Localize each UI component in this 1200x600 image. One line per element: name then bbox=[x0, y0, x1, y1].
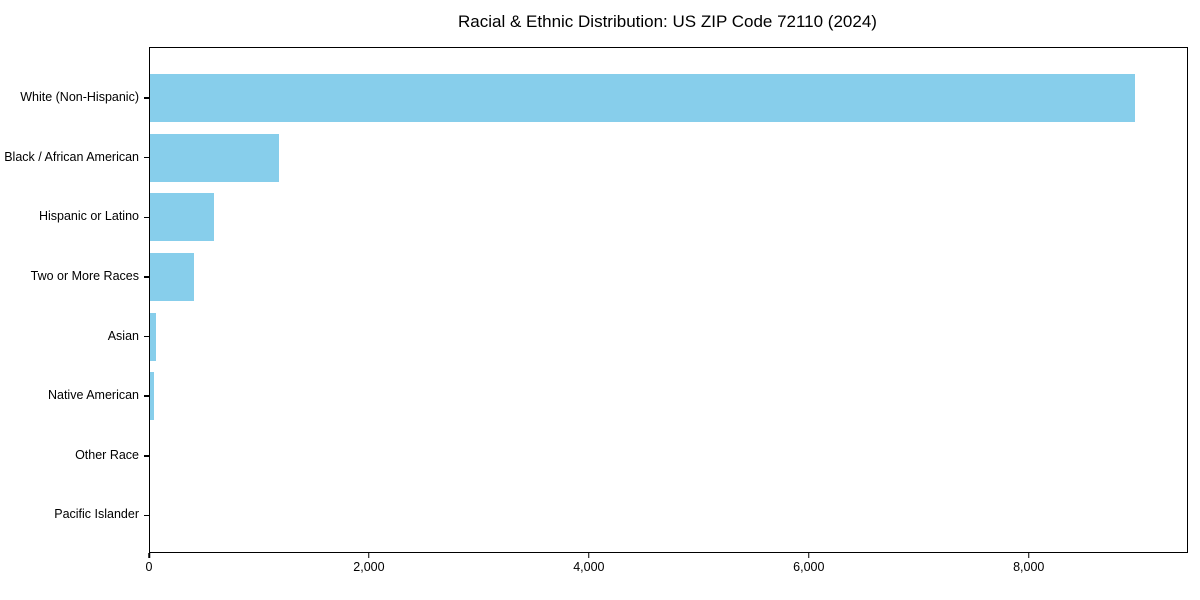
y-tick-mark bbox=[143, 276, 149, 278]
x-tick-mark bbox=[368, 552, 370, 558]
x-tick-mark bbox=[588, 552, 590, 558]
bar bbox=[150, 252, 194, 301]
x-tick-label: 8,000 bbox=[1013, 560, 1045, 574]
y-tick-mark bbox=[143, 395, 149, 397]
bar bbox=[150, 372, 155, 421]
x-tick-mark bbox=[148, 552, 150, 558]
bar bbox=[150, 74, 1136, 122]
y-axis-label: Native American bbox=[47, 388, 139, 403]
chart-title: Racial & Ethnic Distribution: US ZIP Cod… bbox=[458, 12, 877, 31]
x-tick-mark bbox=[808, 552, 810, 558]
y-axis-label: Pacific Islander bbox=[54, 507, 139, 522]
bar bbox=[150, 193, 214, 242]
y-tick-mark bbox=[143, 156, 149, 159]
x-tick-label: 2,000 bbox=[353, 560, 385, 574]
x-tick-label: 0 bbox=[145, 560, 153, 574]
y-axis-label: White (Non-Hispanic) bbox=[20, 90, 139, 104]
y-axis-label: Hispanic or Latino bbox=[38, 209, 139, 224]
y-tick-mark bbox=[143, 335, 149, 338]
y-axis-label: Other Race bbox=[75, 447, 139, 462]
x-tick-label: 4,000 bbox=[573, 560, 605, 574]
bar bbox=[150, 312, 157, 361]
y-axis-label: Two or More Races bbox=[30, 268, 139, 283]
y-tick-mark bbox=[143, 216, 149, 219]
y-axis-label: Black / African American bbox=[4, 149, 139, 164]
y-tick-mark bbox=[143, 455, 149, 457]
y-tick-mark bbox=[143, 97, 149, 99]
y-axis-label: Asian bbox=[107, 328, 139, 343]
plot-area bbox=[143, 47, 1188, 553]
bar bbox=[150, 133, 279, 182]
x-tick-mark bbox=[1027, 552, 1030, 558]
y-tick-mark bbox=[143, 514, 149, 517]
x-tick-label: 6,000 bbox=[793, 560, 825, 574]
